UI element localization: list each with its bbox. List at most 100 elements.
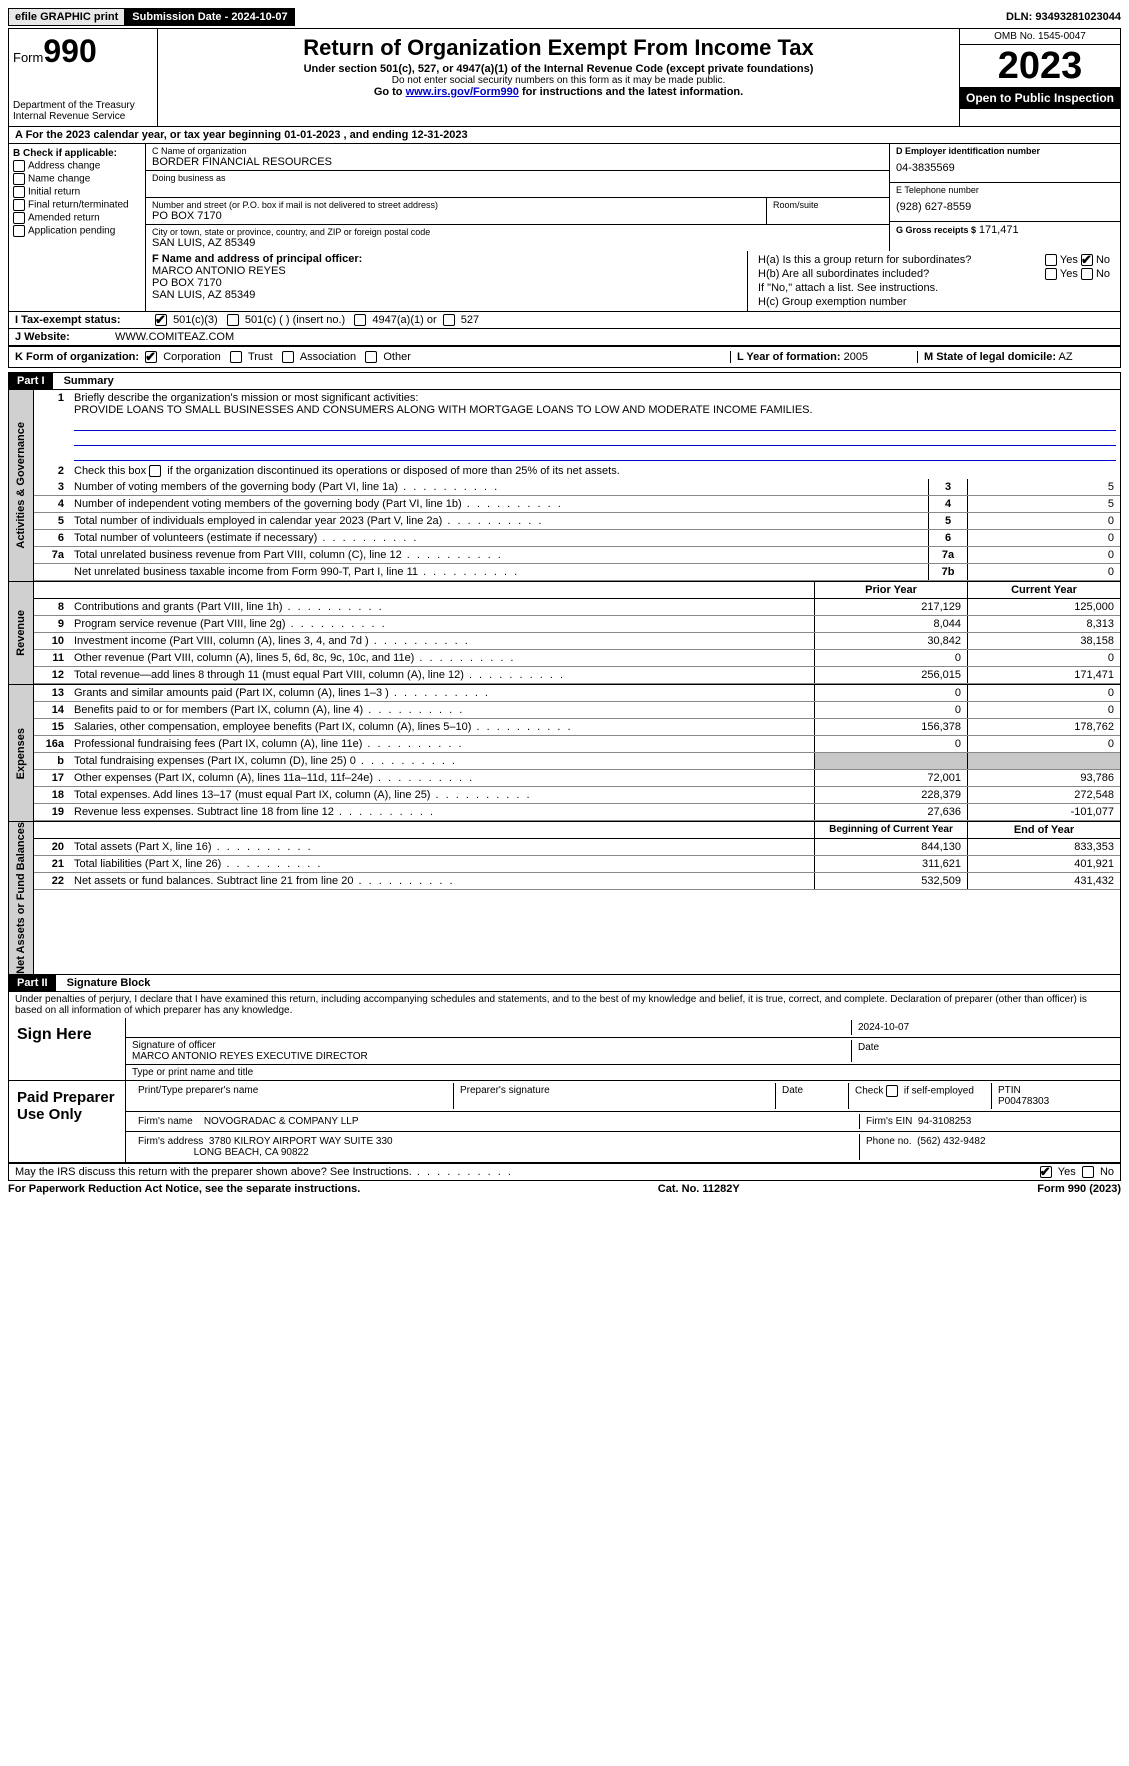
ssn-note: Do not enter social security numbers on … — [166, 75, 951, 86]
irs-link[interactable]: www.irs.gov/Form990 — [406, 86, 519, 98]
gross-label: G Gross receipts $ — [896, 225, 976, 235]
i-label: I Tax-exempt status: — [15, 314, 155, 326]
dept-treasury: Department of the Treasury — [13, 100, 153, 111]
block-klm: K Form of organization: Corporation Trus… — [8, 346, 1121, 368]
ha-no[interactable] — [1081, 254, 1093, 266]
k-label: K Form of organization: — [15, 351, 139, 363]
hc-label: H(c) Group exemption number — [754, 295, 1114, 309]
summary-line: 8 Contributions and grants (Part VIII, l… — [34, 599, 1120, 616]
b-title: B Check if applicable: — [13, 148, 141, 159]
block-ij: I Tax-exempt status: 501(c)(3) 501(c) ( … — [8, 311, 1121, 346]
phone-value: (928) 627-8559 — [896, 195, 1114, 219]
phone-label: E Telephone number — [896, 185, 1114, 195]
firm-addr2: LONG BEACH, CA 90822 — [194, 1147, 309, 1158]
gross-value: 171,471 — [979, 224, 1019, 236]
chk-trust[interactable] — [230, 351, 242, 363]
firm-name: NOVOGRADAC & COMPANY LLP — [204, 1116, 359, 1127]
summary-line: 10 Investment income (Part VIII, column … — [34, 633, 1120, 650]
vtab-expenses: Expenses — [9, 685, 34, 821]
prep-phone: (562) 432-9482 — [917, 1136, 985, 1147]
part1-header: Part I — [9, 373, 53, 389]
summary-line: 6 Total number of volunteers (estimate i… — [34, 530, 1120, 547]
irs-label: Internal Revenue Service — [13, 111, 153, 122]
col-begin: Beginning of Current Year — [814, 822, 967, 838]
line-a-tax-year: A For the 2023 calendar year, or tax yea… — [8, 126, 1121, 143]
summary-line: 20 Total assets (Part X, line 16) 844,13… — [34, 839, 1120, 856]
summary-line: 19 Revenue less expenses. Subtract line … — [34, 804, 1120, 821]
vtab-revenue: Revenue — [9, 582, 34, 684]
dln: DLN: 93493281023044 — [1006, 11, 1121, 23]
chk-application-pending[interactable]: Application pending — [13, 225, 141, 237]
chk-4947[interactable] — [354, 314, 366, 326]
discuss-yes[interactable] — [1040, 1166, 1052, 1178]
officer-name: MARCO ANTONIO REYES — [152, 265, 741, 277]
ha-yes[interactable] — [1045, 254, 1057, 266]
paid-preparer-label: Paid Preparer Use Only — [9, 1081, 126, 1162]
hb-yes[interactable] — [1045, 268, 1057, 280]
summary-line: 21 Total liabilities (Part X, line 26) 3… — [34, 856, 1120, 873]
vtab-net-assets: Net Assets or Fund Balances — [9, 822, 34, 974]
efile-print-button[interactable]: efile GRAPHIC print — [8, 8, 125, 26]
chk-self-employed[interactable] — [886, 1085, 898, 1097]
form-number: Form990 — [13, 33, 153, 70]
j-label: J Website: — [15, 331, 115, 343]
officer-addr1: PO BOX 7170 — [152, 277, 741, 289]
summary-line: 9 Program service revenue (Part VIII, li… — [34, 616, 1120, 633]
c-name-label: C Name of organization — [152, 146, 883, 156]
part2-title: Signature Block — [59, 975, 159, 991]
addr-label: Number and street (or P.O. box if mail i… — [152, 200, 760, 210]
summary-line: 22 Net assets or fund balances. Subtract… — [34, 873, 1120, 890]
summary-line: 5 Total number of individuals employed i… — [34, 513, 1120, 530]
org-city: SAN LUIS, AZ 85349 — [152, 237, 883, 249]
block-fh: F Name and address of principal officer:… — [8, 251, 1121, 311]
sig-officer-name: MARCO ANTONIO REYES EXECUTIVE DIRECTOR — [132, 1051, 851, 1062]
type-name-label: Type or print name and title — [126, 1065, 1120, 1080]
chk-address-change[interactable]: Address change — [13, 160, 141, 172]
chk-name-change[interactable]: Name change — [13, 173, 141, 185]
summary-line: 3 Number of voting members of the govern… — [34, 479, 1120, 496]
summary-line: Net unrelated business taxable income fr… — [34, 564, 1120, 581]
sign-here-label: Sign Here — [9, 1018, 126, 1080]
summary-line: 14 Benefits paid to or for members (Part… — [34, 702, 1120, 719]
omb-number: OMB No. 1545-0047 — [960, 29, 1120, 45]
firm-addr-label: Firm's address — [138, 1136, 203, 1147]
summary-line: 11 Other revenue (Part VIII, column (A),… — [34, 650, 1120, 667]
chk-corp[interactable] — [145, 351, 157, 363]
summary-line: 7a Total unrelated business revenue from… — [34, 547, 1120, 564]
col-end: End of Year — [967, 822, 1120, 838]
sig-date: 2024-10-07 — [851, 1020, 1114, 1035]
summary-line: 12 Total revenue—add lines 8 through 11 … — [34, 667, 1120, 684]
ptin-value: P00478303 — [998, 1096, 1049, 1107]
hb-no[interactable] — [1081, 268, 1093, 280]
hb-label: H(b) Are all subordinates included? — [758, 268, 1045, 280]
firm-ein-label: Firm's EIN — [866, 1116, 912, 1127]
hb-note: If "No," attach a list. See instructions… — [754, 281, 1114, 295]
summary-line: 18 Total expenses. Add lines 13–17 (must… — [34, 787, 1120, 804]
chk-initial-return[interactable]: Initial return — [13, 186, 141, 198]
summary-line: 17 Other expenses (Part IX, column (A), … — [34, 770, 1120, 787]
mission-text: PROVIDE LOANS TO SMALL BUSINESSES AND CO… — [74, 404, 813, 416]
chk-other[interactable] — [365, 351, 377, 363]
block-bcd: B Check if applicable: Address change Na… — [8, 143, 1121, 251]
ha-label: H(a) Is this a group return for subordin… — [758, 254, 1045, 266]
summary-line: 16a Professional fundraising fees (Part … — [34, 736, 1120, 753]
firm-name-label: Firm's name — [138, 1116, 193, 1127]
chk-527[interactable] — [443, 314, 455, 326]
chk-amended-return[interactable]: Amended return — [13, 212, 141, 224]
col-current: Current Year — [967, 582, 1120, 598]
goto-line: Go to www.irs.gov/Form990 for instructio… — [166, 86, 951, 98]
year-formation: 2005 — [844, 351, 868, 363]
org-address: PO BOX 7170 — [152, 210, 760, 222]
chk-discontinued[interactable] — [149, 465, 161, 477]
ptin-label: PTIN — [998, 1085, 1021, 1096]
prep-date-label: Date — [776, 1083, 849, 1109]
firm-ein: 94-3108253 — [918, 1116, 971, 1127]
form-title: Return of Organization Exempt From Incom… — [166, 35, 951, 61]
part1-title: Summary — [56, 373, 122, 389]
chk-assoc[interactable] — [282, 351, 294, 363]
chk-501c[interactable] — [227, 314, 239, 326]
chk-final-return[interactable]: Final return/terminated — [13, 199, 141, 211]
open-public-badge: Open to Public Inspection — [960, 87, 1120, 109]
chk-501c3[interactable] — [155, 314, 167, 326]
discuss-no[interactable] — [1082, 1166, 1094, 1178]
